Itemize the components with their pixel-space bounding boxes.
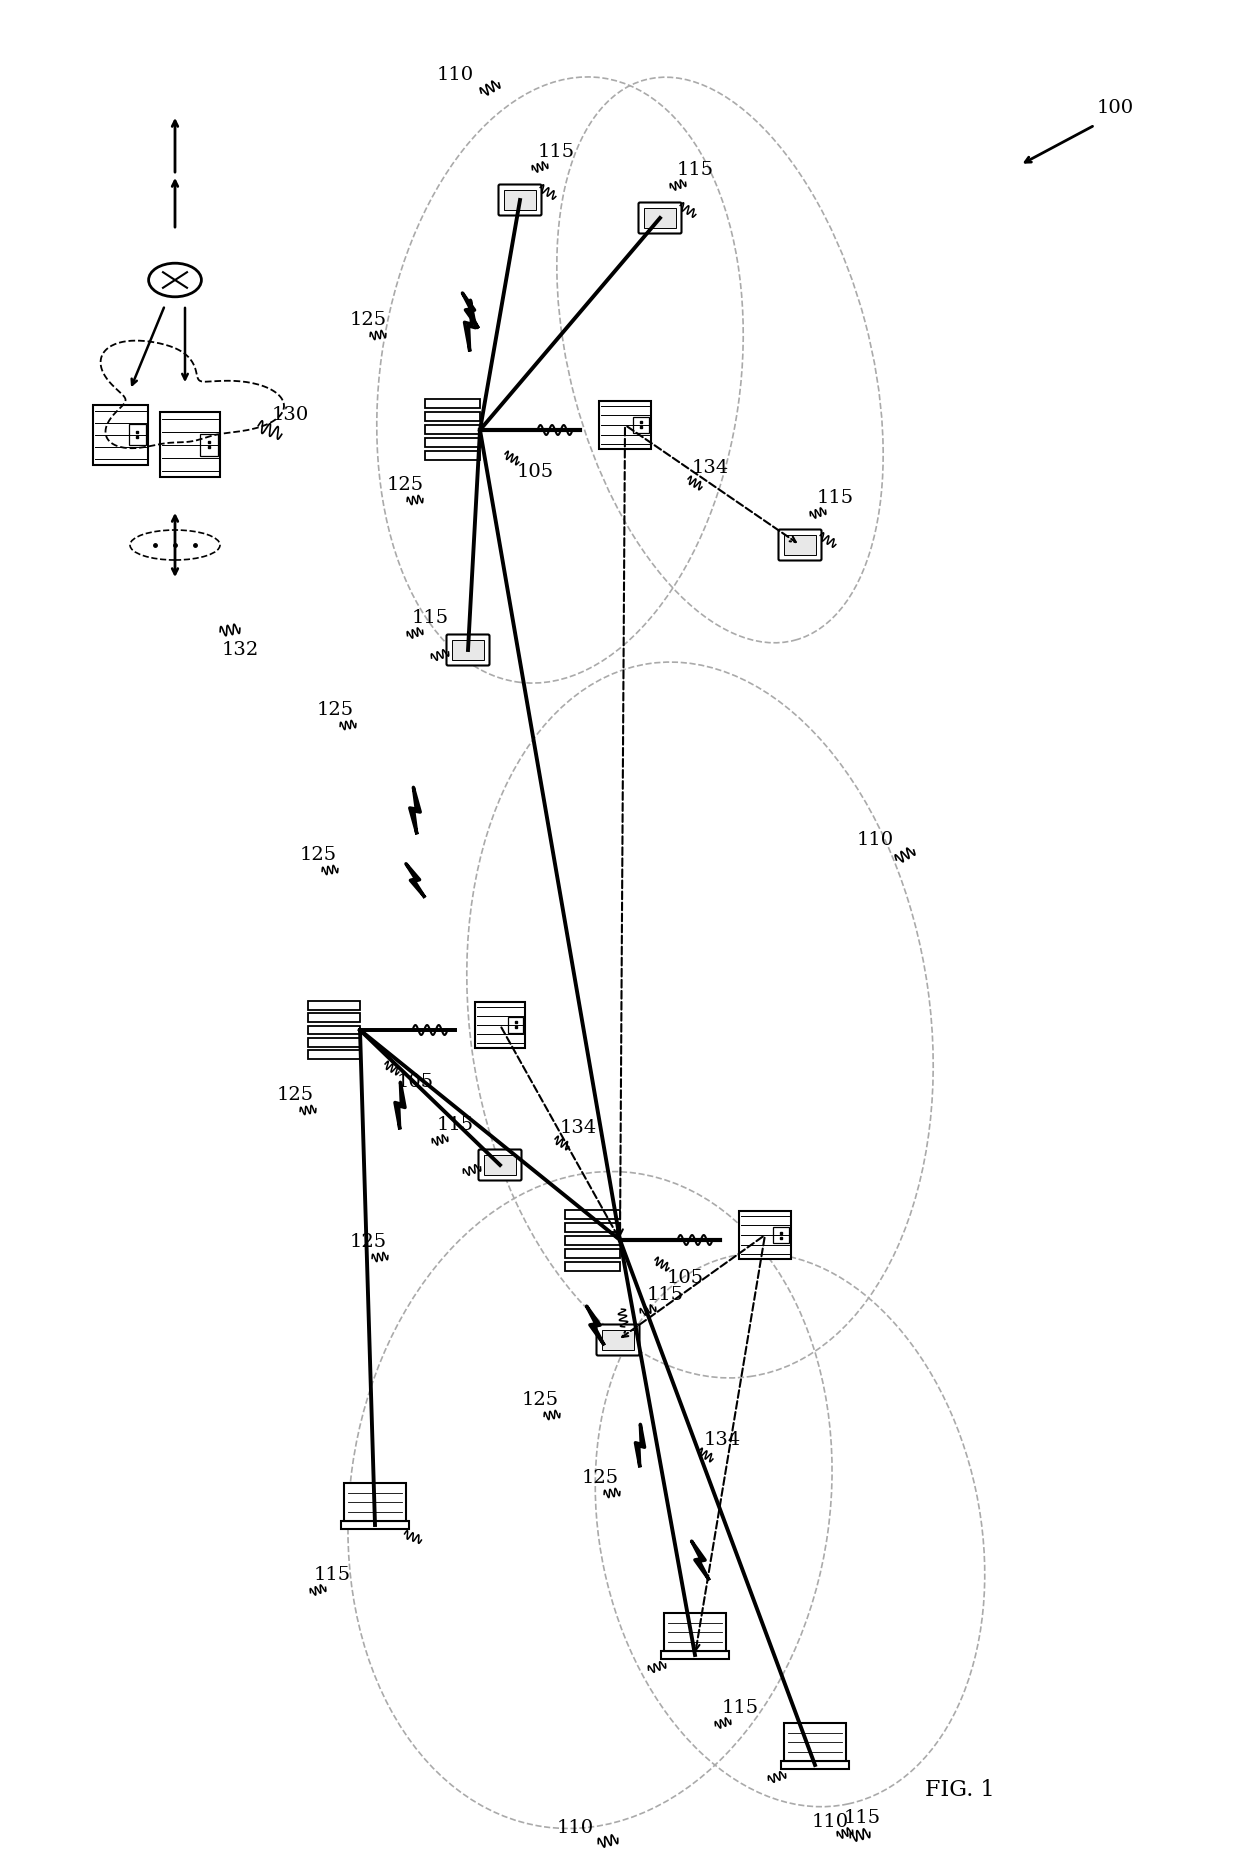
Text: 125: 125 xyxy=(299,846,336,865)
FancyBboxPatch shape xyxy=(779,530,821,560)
Text: 115: 115 xyxy=(537,143,574,162)
Text: 125: 125 xyxy=(350,311,387,329)
Text: 125: 125 xyxy=(582,1469,619,1486)
FancyBboxPatch shape xyxy=(565,1235,620,1244)
FancyBboxPatch shape xyxy=(565,1209,620,1218)
Text: 115: 115 xyxy=(816,489,853,508)
Text: 115: 115 xyxy=(646,1285,683,1304)
Text: 125: 125 xyxy=(387,476,424,495)
Text: 132: 132 xyxy=(222,642,259,658)
Bar xyxy=(475,1003,525,1047)
Text: 115: 115 xyxy=(722,1698,759,1717)
FancyBboxPatch shape xyxy=(308,1014,360,1021)
FancyBboxPatch shape xyxy=(425,413,480,422)
FancyBboxPatch shape xyxy=(446,634,490,666)
FancyBboxPatch shape xyxy=(425,400,480,409)
Text: 115: 115 xyxy=(314,1566,351,1585)
Text: 115: 115 xyxy=(843,1810,880,1827)
Text: 115: 115 xyxy=(436,1116,474,1135)
Text: 130: 130 xyxy=(272,405,309,424)
FancyBboxPatch shape xyxy=(663,1613,725,1652)
Text: 110: 110 xyxy=(557,1819,594,1838)
Text: 125: 125 xyxy=(350,1233,387,1252)
Bar xyxy=(644,208,676,229)
FancyBboxPatch shape xyxy=(596,1324,640,1356)
Text: 110: 110 xyxy=(436,65,474,84)
Text: 115: 115 xyxy=(412,608,449,627)
FancyBboxPatch shape xyxy=(639,203,682,234)
Text: 100: 100 xyxy=(1096,99,1133,117)
FancyBboxPatch shape xyxy=(308,1051,360,1058)
Bar xyxy=(341,1521,409,1529)
Text: 125: 125 xyxy=(316,701,353,720)
Bar xyxy=(774,1226,789,1242)
FancyBboxPatch shape xyxy=(308,1025,360,1034)
FancyBboxPatch shape xyxy=(343,1482,405,1521)
Text: FIG. 1: FIG. 1 xyxy=(925,1778,994,1800)
Bar xyxy=(200,433,218,456)
FancyBboxPatch shape xyxy=(425,452,480,461)
Bar xyxy=(129,424,145,446)
Bar xyxy=(503,190,536,210)
Text: 105: 105 xyxy=(516,463,553,482)
Text: 110: 110 xyxy=(811,1814,848,1830)
FancyBboxPatch shape xyxy=(565,1248,620,1257)
FancyBboxPatch shape xyxy=(308,1038,360,1047)
Text: 125: 125 xyxy=(277,1086,314,1105)
Bar xyxy=(634,417,649,433)
FancyBboxPatch shape xyxy=(565,1222,620,1231)
Text: 134: 134 xyxy=(703,1430,740,1449)
Text: 105: 105 xyxy=(397,1073,434,1092)
FancyBboxPatch shape xyxy=(784,1722,846,1761)
Bar xyxy=(599,402,651,448)
Bar xyxy=(739,1211,791,1259)
Text: 125: 125 xyxy=(522,1391,558,1410)
FancyBboxPatch shape xyxy=(425,439,480,448)
Bar xyxy=(484,1155,516,1176)
Text: 134: 134 xyxy=(692,459,729,476)
FancyBboxPatch shape xyxy=(565,1261,620,1270)
FancyBboxPatch shape xyxy=(425,426,480,435)
Bar xyxy=(160,413,219,478)
Text: 105: 105 xyxy=(666,1269,703,1287)
Bar xyxy=(453,640,484,660)
FancyBboxPatch shape xyxy=(479,1149,522,1181)
Text: 110: 110 xyxy=(857,831,894,848)
Text: 115: 115 xyxy=(677,162,713,179)
Bar xyxy=(508,1017,523,1032)
FancyBboxPatch shape xyxy=(308,1001,360,1010)
FancyBboxPatch shape xyxy=(498,184,542,216)
Bar xyxy=(601,1330,634,1350)
Bar xyxy=(784,536,816,554)
Text: 134: 134 xyxy=(559,1120,596,1136)
Bar xyxy=(93,405,148,465)
Bar xyxy=(781,1761,849,1769)
Bar xyxy=(661,1652,729,1659)
